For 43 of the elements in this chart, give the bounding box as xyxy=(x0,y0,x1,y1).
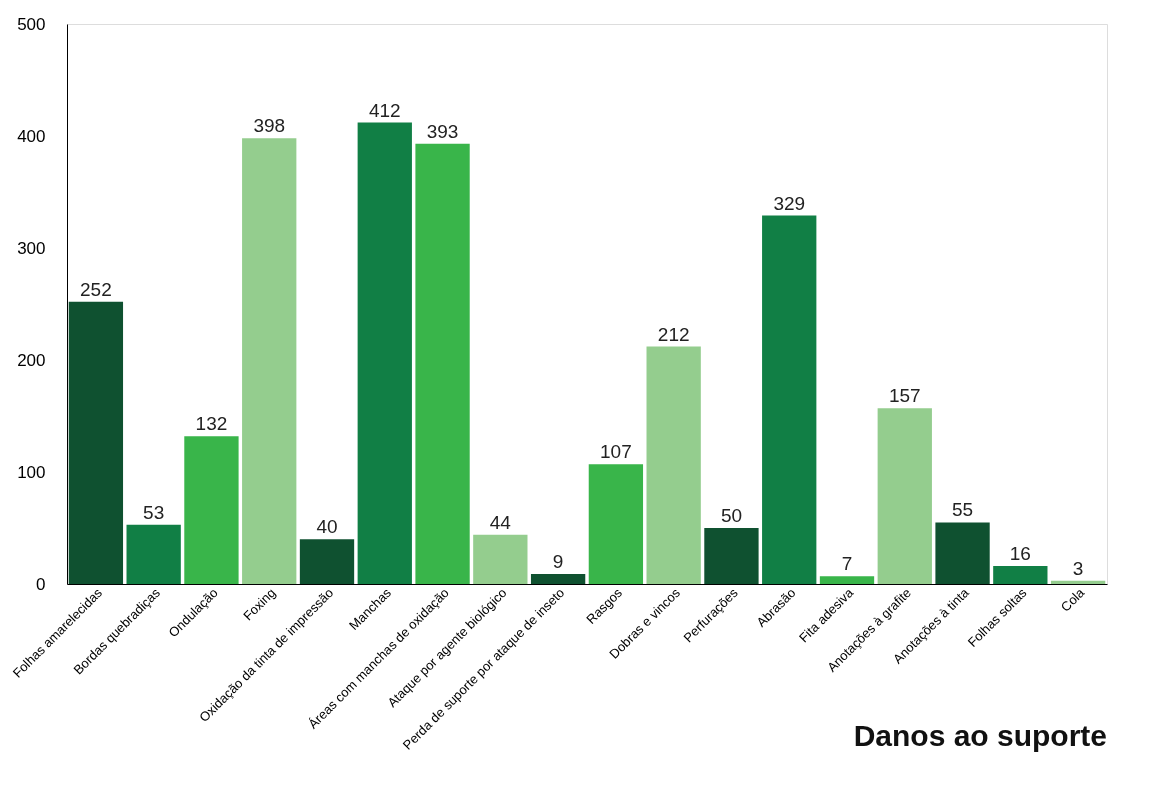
bar xyxy=(68,301,124,584)
y-tick-label: 200 xyxy=(17,350,46,370)
text: Danos ao suporte xyxy=(853,719,1107,753)
data-label: 9 xyxy=(552,550,564,572)
bar xyxy=(877,408,932,584)
bar xyxy=(473,534,528,584)
bar xyxy=(646,346,701,584)
bar xyxy=(415,143,470,584)
bar xyxy=(762,215,817,584)
bar xyxy=(126,524,181,584)
data-label: 412 xyxy=(368,99,401,121)
x-tick-label: Cola xyxy=(1057,584,1088,615)
y-tick-label: 500 xyxy=(17,14,46,34)
y-tick-label: 400 xyxy=(17,126,46,146)
bar xyxy=(993,566,1048,584)
y-tick-label: 300 xyxy=(17,238,46,258)
data-label: 44 xyxy=(489,511,512,533)
data-label: 252 xyxy=(80,278,112,300)
bar xyxy=(588,464,644,584)
y-tick-label: 100 xyxy=(17,462,46,482)
bar xyxy=(299,539,355,584)
data-label: 16 xyxy=(1009,543,1031,565)
data-label: 55 xyxy=(951,499,974,521)
y-tick-label: 0 xyxy=(36,574,46,594)
data-label: 157 xyxy=(888,385,921,407)
data-label: 329 xyxy=(773,192,806,214)
bar xyxy=(242,138,297,584)
data-label: 393 xyxy=(426,120,459,142)
data-label: 3 xyxy=(1072,557,1084,579)
bar xyxy=(530,573,586,584)
bar xyxy=(819,576,875,584)
data-label: 50 xyxy=(720,505,743,526)
data-label: 53 xyxy=(143,501,165,523)
data-label: 398 xyxy=(253,115,286,137)
bar xyxy=(704,528,759,584)
bar xyxy=(357,122,412,584)
data-label: 212 xyxy=(657,323,690,345)
data-label: 7 xyxy=(841,553,853,575)
data-label: 132 xyxy=(195,413,228,435)
bar xyxy=(935,522,990,584)
data-label: 107 xyxy=(600,441,632,463)
data-label: 40 xyxy=(316,516,338,538)
bar xyxy=(184,436,239,584)
